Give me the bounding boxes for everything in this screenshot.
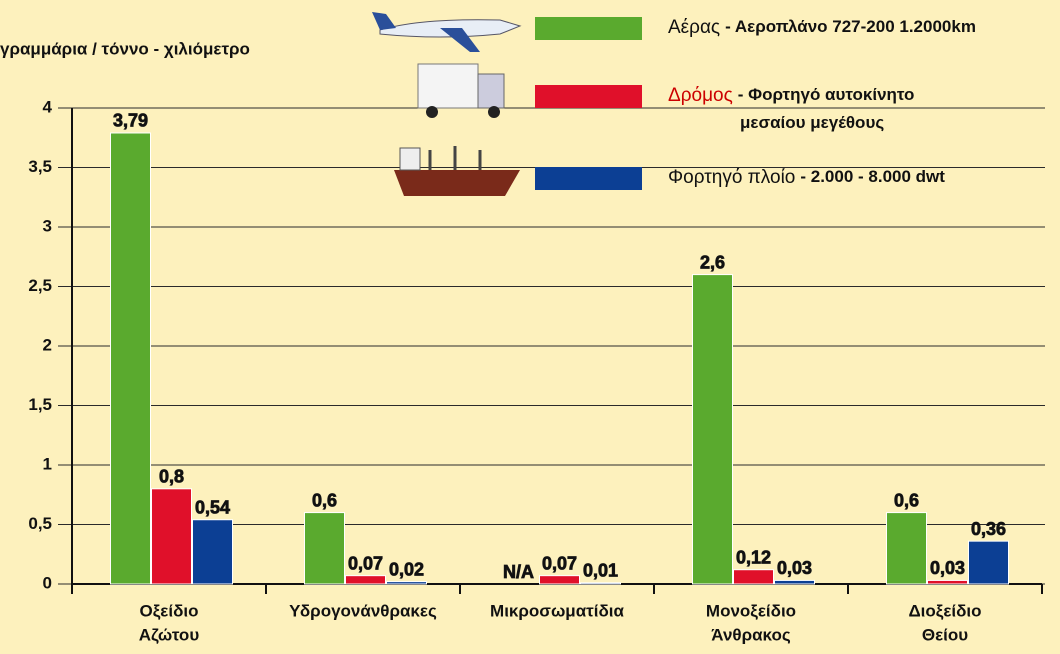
x-tick-label: Μικροσωματίδια [490,601,624,620]
legend-name: Αέρας [668,17,720,38]
value-label: 0,07 [348,553,383,573]
value-label: 0,54 [195,497,230,517]
value-label: 3,79 [113,111,148,131]
y-tick-label: 0 [43,573,52,592]
value-label: N/A [503,562,534,582]
legend-swatch [535,17,642,40]
value-label: 0,36 [971,519,1006,539]
ship-icon [394,146,520,196]
bar [304,512,345,585]
legend-label: Αέρας - Αεροπλάνο 727-200 1.2000km [668,17,976,38]
bar [580,582,621,585]
value-label: 0,6 [894,490,919,510]
bar [345,575,386,585]
legend-label: Φορτηγό πλοίο - 2.000 - 8.000 dwt [668,167,945,188]
y-tick-label: 3 [43,216,52,235]
legend-name: Φορτηγό πλοίο [668,167,795,188]
plane-icon [372,12,522,52]
y-tick-label: 1,5 [28,395,52,414]
y-tick-label: 1 [43,454,52,473]
legend-description: - Αεροπλάνο 727-200 1.2000km [725,17,976,36]
x-tick-label: Υδρογονάνθρακες [289,601,437,620]
bar [774,579,815,585]
value-label: 0,12 [736,547,771,567]
bar [968,540,1009,585]
y-tick-label: 3,5 [28,157,52,176]
value-label: 0,02 [389,559,424,579]
bar [927,579,968,585]
value-label: 0,07 [542,553,577,573]
x-tick-label: Οξείδιο [139,601,198,620]
truck-icon [417,63,505,118]
x-tick-label: Μονοξείδιο [706,601,796,620]
legend-swatch [535,85,642,108]
y-axis-label: γραμμάρια / τόννο - χιλιόμετρο [0,39,250,58]
value-label: 0,8 [159,467,184,487]
legend-icons [372,12,522,196]
bar [151,488,192,585]
bar [886,512,927,585]
legend-name: Δρόμος [668,85,733,106]
y-tick-label: 4 [43,97,53,116]
y-tick-label: 2,5 [28,276,52,295]
y-tick-label: 2 [43,335,52,354]
x-tick-label: Διοξείδιο [908,601,981,620]
value-label: 0,6 [312,490,337,510]
bar [110,132,151,585]
value-label: 0,03 [930,558,965,578]
y-tick-label: 0,5 [28,514,52,533]
value-label: 0,03 [777,558,812,578]
x-tick-label: Θείου [922,625,968,644]
x-tick-label: Άνθρακος [711,625,791,644]
x-tick-label: Αζώτου [139,625,200,644]
legend-swatch [535,167,642,190]
legend-label: Δρόμος - Φορτηγό αυτοκίνητο μεσαίου μεγέθο… [668,85,914,132]
legend-description: - 2.000 - 8.000 dwt [800,167,945,186]
bar [386,581,427,585]
legend-description: μεσαίου μεγέθους [740,113,884,132]
bar [539,575,580,585]
value-label: 0,01 [583,561,618,581]
value-label: 2,6 [700,252,725,272]
bar [192,519,233,585]
legend-description: - Φορτηγό αυτοκίνητο [738,85,915,104]
bar [692,274,733,585]
bar [733,569,774,585]
